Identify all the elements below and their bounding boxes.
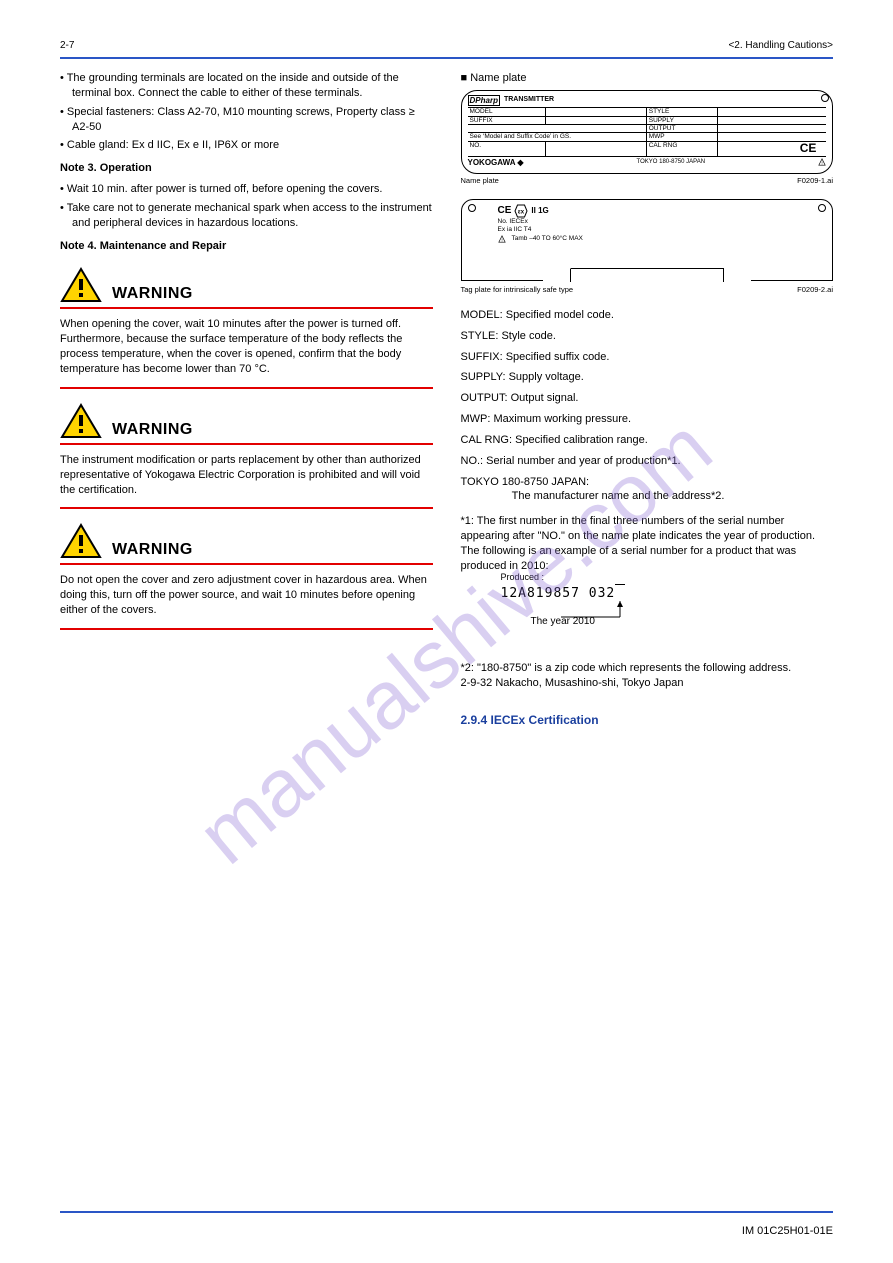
red-rule [60,507,433,509]
serial-year-label: The year 2010 [531,616,596,627]
footnote-1: *1: The first number in the final three … [461,514,834,573]
certplate-caption: Tag plate for intrinsically safe type [461,285,574,294]
desc-line: OUTPUT: Output signal. [461,391,834,406]
warning-text: When opening the cover, wait 10 minutes … [60,317,433,376]
warning-label: WARNING [112,541,193,559]
warning-icon [60,523,102,559]
right-column: ■ Name plate DPharp TRANSMITTER MODEL ST… [461,71,834,735]
warning-header: WARNING [60,523,433,559]
warning-icon [60,267,102,303]
red-rule [60,628,433,630]
desc-line: SUFFIX: Specified suffix code. [461,350,834,365]
np-label: MODEL [468,108,547,115]
bullet-item: • Cable gland: Ex d IIC, Ex e II, IP6X o… [60,138,433,153]
desc-line: MODEL: Specified model code. [461,308,834,323]
dpharp-logo: DPharp [468,95,500,106]
ex-marking: II 1G [531,206,548,216]
warning-text: The instrument modification or parts rep… [60,453,433,498]
header-rule [60,57,833,59]
serial-example: 12A819857 032 The year 2010 Produced : [501,586,834,631]
nameplate-graphic: DPharp TRANSMITTER MODEL STYLE SUFFIX SU… [461,90,834,174]
warning-text: Do not open the cover and zero adjustmen… [60,573,433,618]
desc-line: STYLE: Style code. [461,329,834,344]
red-rule [60,307,433,309]
figure-ref: F0209-2.ai [797,285,833,294]
desc-line: TOKYO 180-8750 JAPAN: The manufacturer n… [461,475,834,505]
np-label: OUTPUT [647,125,719,132]
np-label: SUFFIX [468,117,547,124]
bullet-item: • Take care not to generate mechanical s… [60,201,433,231]
np-label: MWP [647,133,719,140]
cert-row: No. IECEx [498,218,825,226]
cert-temp: Tamb –40 TO 60°C MAX [512,235,583,243]
ex-hexagon-icon: εx [514,204,528,218]
note3-heading: Note 3. Operation [60,161,433,176]
desc-line: SUPPLY: Supply voltage. [461,370,834,385]
page-header: 2-7 <2. Handling Cautions> [60,40,833,51]
note4-heading: Note 4. Maintenance and Repair [60,239,433,254]
svg-text:!: ! [501,237,502,243]
cert-row: Ex ia IIC T4 [498,226,825,234]
transmitter-text: TRANSMITTER [504,96,554,104]
warning-header: WARNING [60,403,433,439]
footnote-2: *2: "180-8750" is a zip code which repre… [461,661,834,691]
svg-text:εx: εx [518,209,525,215]
red-rule [60,387,433,389]
red-rule [60,443,433,445]
caution-triangle-icon: ! [498,235,506,243]
bullet-item: • Special fasteners: Class A2-70, M10 mo… [60,105,433,135]
ce-mark-icon: CE [498,204,512,217]
np-label: STYLE [647,108,719,115]
warning-label: WARNING [112,421,193,439]
header-right: <2. Handling Cautions> [728,40,833,51]
yokogawa-logo: YOKOGAWA ◆ [468,158,524,167]
desc-line: NO.: Serial number and year of productio… [461,454,834,469]
desc-line: MWP: Maximum working pressure. [461,412,834,427]
produced-label: Produced : [501,572,545,582]
left-column: • The grounding terminals are located on… [60,71,433,735]
certplate-wrapper: CE εx II 1G No. IECEx Ex ia IIC T4 ! Tam… [461,199,834,281]
np-label: CAL RNG [647,142,719,156]
figure-ref: F0209-1.ai [797,176,833,185]
footer-doc-number: IM 01C25H01-01E [742,1225,833,1237]
warning-label: WARNING [112,285,193,303]
ce-mark-icon: CE [790,142,826,156]
warning-icon [60,403,102,439]
section-heading: 2.9.4 IECEx Certification [461,712,834,728]
bullet-item: • The grounding terminals are located on… [60,71,433,101]
page-footer: IM 01C25H01-01E [60,1211,833,1237]
np-label: NO. [468,142,547,156]
np-address: TOKYO 180-8750 JAPAN [637,159,705,166]
caution-triangle-icon: ! [818,158,826,166]
nameplate-heading: ■ Name plate [461,71,834,86]
bullet-item: • Wait 10 min. after power is turned off… [60,182,433,197]
warning-header: WARNING [60,267,433,303]
np-label: SUPPLY [647,117,719,124]
desc-line: CAL RNG: Specified calibration range. [461,433,834,448]
np-label: See ‘Model and Suffix Code’ in GS. [468,133,647,140]
nameplate-caption: Name plate [461,176,499,185]
svg-text:!: ! [821,161,822,167]
header-left: 2-7 [60,40,74,51]
red-rule [60,563,433,565]
